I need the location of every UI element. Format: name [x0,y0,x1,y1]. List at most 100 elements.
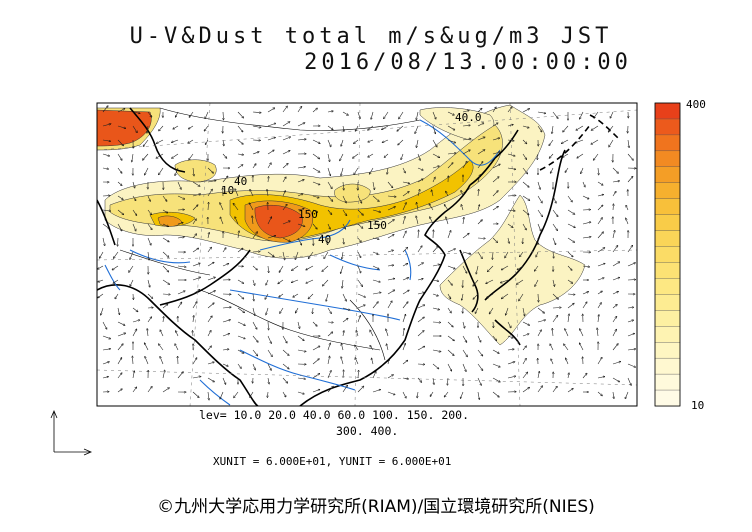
wind-vector [253,293,254,301]
wind-vector [447,139,456,143]
wind-vector [613,391,614,398]
wind-vector [292,265,299,270]
wind-vector [297,391,304,394]
wind-vector [566,358,569,365]
wind-vector [327,223,330,229]
wind-vector [612,192,616,197]
wind-vector [282,164,288,169]
wind-vector [327,181,332,189]
wind-vector [207,167,213,173]
wind-vector [205,111,209,119]
wind-vector [551,167,554,173]
wind-vector [192,277,201,281]
borders [119,107,421,361]
wind-vector [237,175,239,183]
wind-vector [432,139,437,147]
wind-vector [176,111,179,117]
wind-vector [473,293,479,299]
wind-vector [267,150,274,155]
wind-vector [207,316,212,323]
wind-vector [522,139,527,144]
wind-vector [597,218,602,225]
wind-vector [416,216,419,225]
wind-vector [207,181,216,183]
wind-vector [507,195,516,196]
dust-contour-20b [174,159,217,183]
wind-vector [282,251,285,260]
wind-vector [132,329,137,337]
wind-vector [222,307,231,308]
wind-vector [293,293,299,297]
wind-vector [372,224,380,225]
wind-vector [341,344,344,351]
wind-vector [237,125,243,132]
wind-vector [522,359,526,365]
wind-vector [282,237,290,241]
wind-vector [102,168,108,169]
wind-vector [370,346,374,351]
wind-vector [447,125,455,130]
wind-vector [160,330,164,337]
wind-vector [297,209,304,211]
wind-vector [627,334,634,337]
wind-vector [608,125,614,132]
wind-vector [372,209,381,212]
wind-vector [265,293,269,299]
wind-vector [117,195,123,199]
wind-vector [102,321,107,329]
wind-vector [492,363,500,367]
contour-label: 40 [318,233,331,246]
wind-vector [627,153,633,160]
wind-vector [147,317,152,323]
wind-vector [522,387,529,393]
wind-vector [268,321,269,330]
wind-vector [489,307,494,314]
colorbar-swatch [654,150,681,168]
wind-vectors [98,106,636,400]
wind-vector [177,195,185,199]
wind-vector [507,335,513,338]
wind-vector [220,203,224,211]
wind-vector [102,106,108,113]
wind-vector [355,125,359,131]
wind-vector [237,293,244,299]
wind-vector [132,125,137,133]
wind-vector [130,279,134,286]
wind-vector [473,279,479,286]
wind-vector [371,111,374,119]
wind-vector [537,386,542,393]
wind-vector [627,349,636,350]
wind-vector [220,217,224,225]
wind-vector [372,265,379,269]
wind-vector [492,349,499,353]
wind-vector [522,321,529,325]
contour-label: 150 [367,219,387,232]
wind-vector [237,321,245,325]
wind-vector [117,109,125,113]
wind-vector [417,179,423,183]
wind-vector [132,181,135,188]
wind-vector [444,205,449,211]
wind-vector [342,385,347,393]
wind-vector [117,209,124,215]
wind-vector [295,251,299,260]
wind-vector [355,345,359,351]
wind-vector [205,139,209,144]
wind-vector [207,247,211,253]
wind-vector [327,332,333,337]
wind-vector [522,209,529,215]
wind-vector [102,237,105,246]
wind-vector [145,343,149,351]
colorbar-swatch [654,294,681,311]
wind-vector [591,139,599,144]
wind-vector [597,264,605,267]
wind-vector [192,358,197,365]
wind-vector [382,125,389,130]
wind-vector [114,251,119,258]
wind-vector [267,335,271,343]
wind-vector [100,251,104,258]
wind-vector [237,111,243,118]
wind-vector [235,217,239,225]
wind-vector [102,223,109,229]
wind-vector [597,377,605,379]
